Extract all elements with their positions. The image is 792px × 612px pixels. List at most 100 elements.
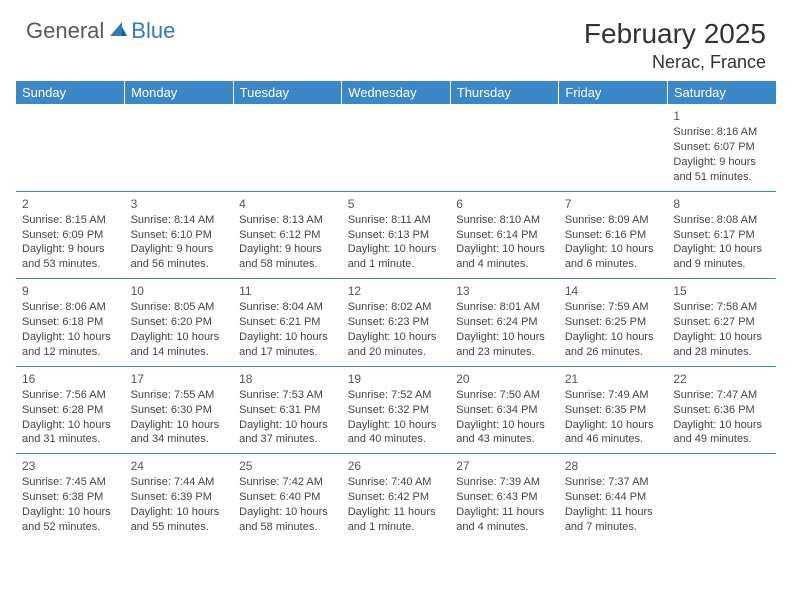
brand-logo: General Blue [26, 18, 175, 44]
brand-part2: Blue [131, 18, 175, 44]
day-number: 23 [22, 458, 119, 474]
sunrise-text: Sunrise: 8:15 AM [22, 213, 119, 228]
sunrise-text: Sunrise: 8:09 AM [565, 213, 662, 228]
daylight-text: Daylight: 9 hours and 56 minutes. [131, 242, 228, 272]
sunrise-text: Sunrise: 7:49 AM [565, 388, 662, 403]
sunset-text: Sunset: 6:16 PM [565, 228, 662, 243]
weekday-header: Wednesday [342, 81, 451, 104]
sunrise-text: Sunrise: 7:44 AM [131, 475, 228, 490]
calendar-day-cell: 3Sunrise: 8:14 AMSunset: 6:10 PMDaylight… [125, 191, 234, 279]
day-number: 9 [22, 283, 119, 299]
sunset-text: Sunset: 6:40 PM [239, 490, 336, 505]
calendar-day-cell: 4Sunrise: 8:13 AMSunset: 6:12 PMDaylight… [233, 191, 342, 279]
sunrise-text: Sunrise: 7:50 AM [456, 388, 553, 403]
sunset-text: Sunset: 6:38 PM [22, 490, 119, 505]
sunrise-text: Sunrise: 7:55 AM [131, 388, 228, 403]
day-number: 25 [239, 458, 336, 474]
calendar-day-cell: 6Sunrise: 8:10 AMSunset: 6:14 PMDaylight… [450, 191, 559, 279]
location-label: Nerac, France [584, 52, 766, 73]
daylight-text: Daylight: 10 hours and 4 minutes. [456, 242, 553, 272]
sunrise-text: Sunrise: 7:52 AM [348, 388, 445, 403]
day-number: 26 [348, 458, 445, 474]
day-number: 7 [565, 196, 662, 212]
sunset-text: Sunset: 6:36 PM [673, 403, 770, 418]
title-block: February 2025 Nerac, France [584, 18, 766, 73]
sunrise-text: Sunrise: 7:39 AM [456, 475, 553, 490]
calendar-day-cell: 9Sunrise: 8:06 AMSunset: 6:18 PMDaylight… [16, 279, 125, 367]
sunset-text: Sunset: 6:25 PM [565, 315, 662, 330]
sunrise-text: Sunrise: 8:16 AM [673, 125, 770, 140]
sunset-text: Sunset: 6:28 PM [22, 403, 119, 418]
sunrise-text: Sunrise: 7:40 AM [348, 475, 445, 490]
day-number: 22 [673, 371, 770, 387]
sunrise-text: Sunrise: 8:04 AM [239, 300, 336, 315]
daylight-text: Daylight: 10 hours and 46 minutes. [565, 418, 662, 448]
calendar-day-cell: 1Sunrise: 8:16 AMSunset: 6:07 PMDaylight… [667, 104, 776, 191]
day-number: 6 [456, 196, 553, 212]
sunrise-text: Sunrise: 7:53 AM [239, 388, 336, 403]
calendar-day-cell: 10Sunrise: 8:05 AMSunset: 6:20 PMDayligh… [125, 279, 234, 367]
daylight-text: Daylight: 10 hours and 37 minutes. [239, 418, 336, 448]
calendar-day-cell: 22Sunrise: 7:47 AMSunset: 6:36 PMDayligh… [667, 366, 776, 454]
calendar-day-cell: 18Sunrise: 7:53 AMSunset: 6:31 PMDayligh… [233, 366, 342, 454]
calendar-empty-cell [667, 454, 776, 541]
calendar-day-cell: 24Sunrise: 7:44 AMSunset: 6:39 PMDayligh… [125, 454, 234, 541]
calendar-day-cell: 28Sunrise: 7:37 AMSunset: 6:44 PMDayligh… [559, 454, 668, 541]
daylight-text: Daylight: 10 hours and 55 minutes. [131, 505, 228, 535]
day-number: 18 [239, 371, 336, 387]
sunrise-text: Sunrise: 8:08 AM [673, 213, 770, 228]
calendar-empty-cell [233, 104, 342, 191]
sunrise-text: Sunrise: 7:59 AM [565, 300, 662, 315]
daylight-text: Daylight: 10 hours and 49 minutes. [673, 418, 770, 448]
sunrise-text: Sunrise: 7:42 AM [239, 475, 336, 490]
sunset-text: Sunset: 6:39 PM [131, 490, 228, 505]
day-number: 10 [131, 283, 228, 299]
calendar-day-cell: 2Sunrise: 8:15 AMSunset: 6:09 PMDaylight… [16, 191, 125, 279]
daylight-text: Daylight: 10 hours and 9 minutes. [673, 242, 770, 272]
sunset-text: Sunset: 6:30 PM [131, 403, 228, 418]
sunrise-text: Sunrise: 8:11 AM [348, 213, 445, 228]
calendar-day-cell: 15Sunrise: 7:58 AMSunset: 6:27 PMDayligh… [667, 279, 776, 367]
daylight-text: Daylight: 10 hours and 1 minute. [348, 242, 445, 272]
day-number: 17 [131, 371, 228, 387]
day-number: 28 [565, 458, 662, 474]
daylight-text: Daylight: 10 hours and 26 minutes. [565, 330, 662, 360]
day-number: 14 [565, 283, 662, 299]
weekday-header: Friday [559, 81, 668, 104]
day-number: 2 [22, 196, 119, 212]
brand-sail-icon [108, 20, 128, 43]
sunrise-text: Sunrise: 8:10 AM [456, 213, 553, 228]
sunset-text: Sunset: 6:32 PM [348, 403, 445, 418]
sunset-text: Sunset: 6:43 PM [456, 490, 553, 505]
sunset-text: Sunset: 6:27 PM [673, 315, 770, 330]
day-number: 20 [456, 371, 553, 387]
sunset-text: Sunset: 6:07 PM [673, 140, 770, 155]
sunset-text: Sunset: 6:18 PM [22, 315, 119, 330]
daylight-text: Daylight: 10 hours and 12 minutes. [22, 330, 119, 360]
day-number: 1 [673, 108, 770, 124]
calendar-day-cell: 11Sunrise: 8:04 AMSunset: 6:21 PMDayligh… [233, 279, 342, 367]
daylight-text: Daylight: 11 hours and 7 minutes. [565, 505, 662, 535]
sunrise-text: Sunrise: 8:14 AM [131, 213, 228, 228]
weekday-header: Monday [125, 81, 234, 104]
day-number: 13 [456, 283, 553, 299]
day-number: 21 [565, 371, 662, 387]
daylight-text: Daylight: 10 hours and 31 minutes. [22, 418, 119, 448]
sunset-text: Sunset: 6:20 PM [131, 315, 228, 330]
day-number: 11 [239, 283, 336, 299]
calendar-day-cell: 8Sunrise: 8:08 AMSunset: 6:17 PMDaylight… [667, 191, 776, 279]
calendar-empty-cell [450, 104, 559, 191]
daylight-text: Daylight: 10 hours and 14 minutes. [131, 330, 228, 360]
day-number: 24 [131, 458, 228, 474]
day-number: 8 [673, 196, 770, 212]
sunset-text: Sunset: 6:09 PM [22, 228, 119, 243]
day-number: 5 [348, 196, 445, 212]
day-number: 15 [673, 283, 770, 299]
calendar-week-row: 23Sunrise: 7:45 AMSunset: 6:38 PMDayligh… [16, 454, 776, 541]
daylight-text: Daylight: 10 hours and 58 minutes. [239, 505, 336, 535]
calendar-day-cell: 17Sunrise: 7:55 AMSunset: 6:30 PMDayligh… [125, 366, 234, 454]
calendar-day-cell: 27Sunrise: 7:39 AMSunset: 6:43 PMDayligh… [450, 454, 559, 541]
calendar-table: SundayMondayTuesdayWednesdayThursdayFrid… [16, 81, 776, 541]
sunrise-text: Sunrise: 7:58 AM [673, 300, 770, 315]
calendar-day-cell: 23Sunrise: 7:45 AMSunset: 6:38 PMDayligh… [16, 454, 125, 541]
